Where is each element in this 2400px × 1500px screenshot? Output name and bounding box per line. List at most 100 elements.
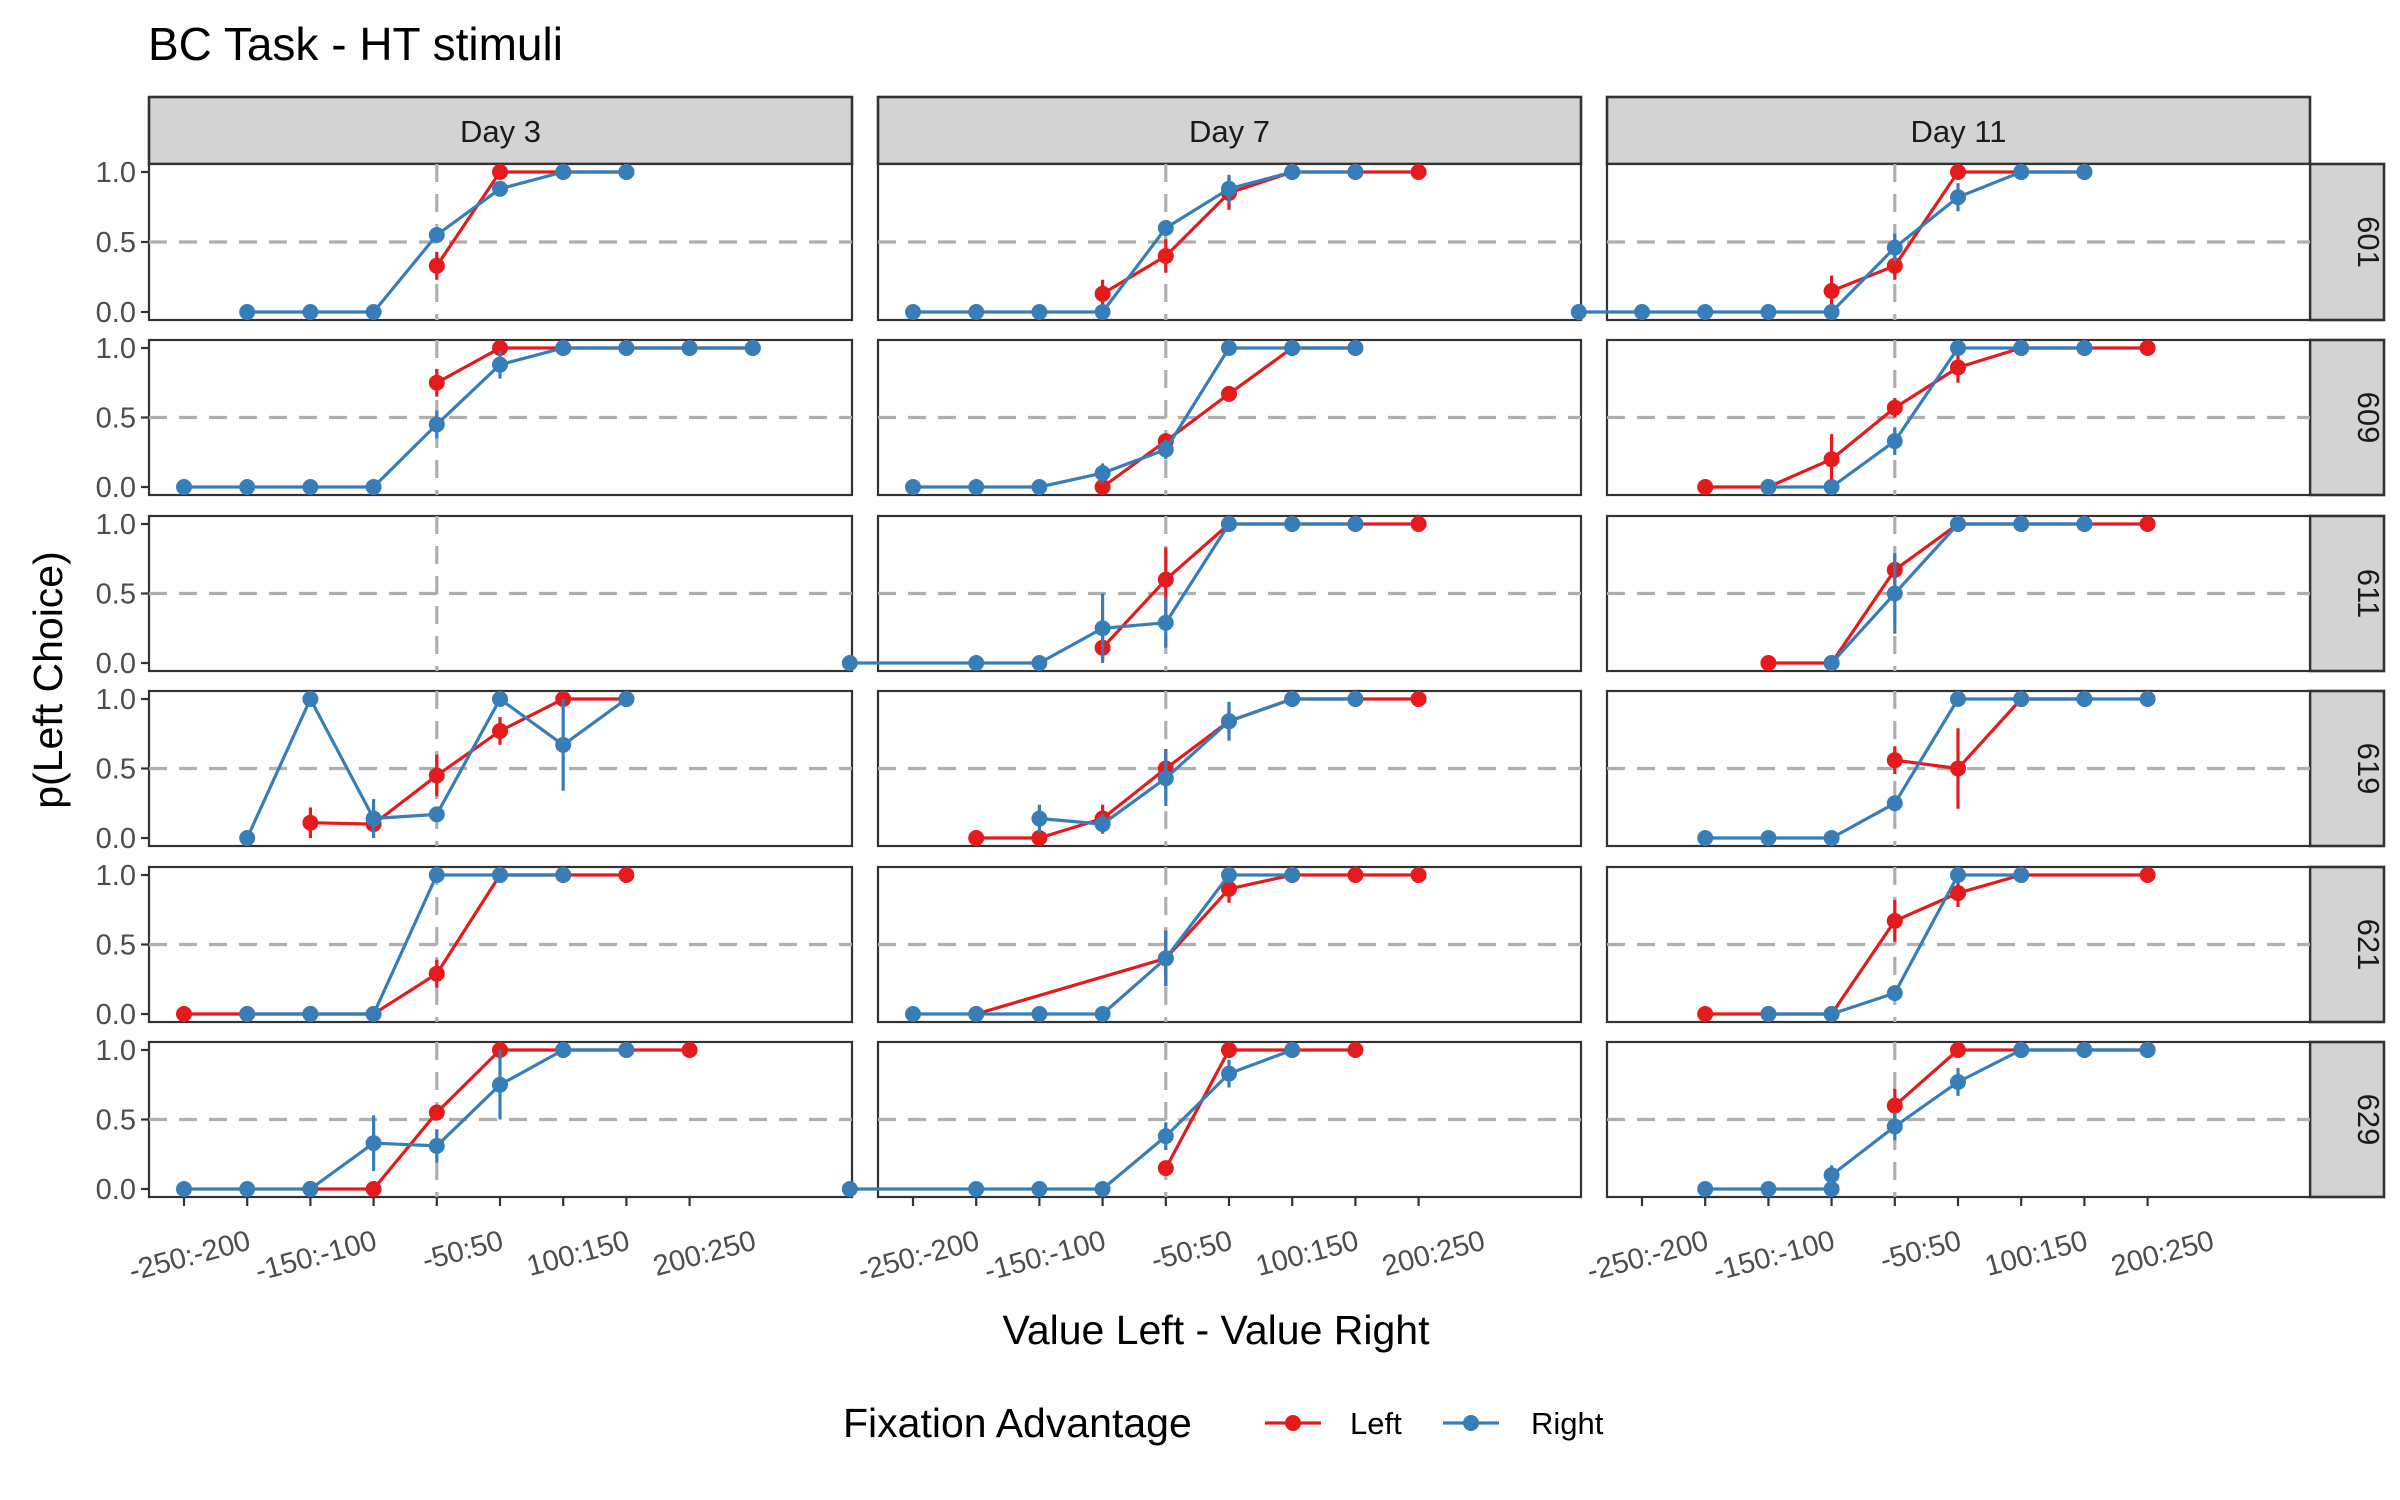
data-point	[492, 164, 508, 180]
data-point	[555, 1042, 572, 1058]
data-point	[1347, 516, 1364, 532]
series-line	[184, 346, 753, 489]
y-axis-601: 0.0 0.5 1.0	[96, 157, 149, 329]
row-strip-box	[2308, 162, 2386, 322]
data-point	[1697, 479, 1714, 495]
series-right	[176, 1042, 635, 1197]
data-point	[365, 304, 382, 320]
data-point	[1886, 1097, 1903, 1114]
data-point	[1697, 1181, 1714, 1197]
panel-data-601-day-3	[239, 164, 635, 320]
data-point	[2076, 516, 2093, 532]
y-tick-label: 0.0	[96, 1174, 136, 1206]
data-point	[1950, 1073, 1966, 1090]
x-tick-label: 200:250	[650, 1225, 760, 1283]
data-point	[428, 806, 445, 823]
data-point	[2013, 1042, 2030, 1058]
data-point	[1760, 304, 1777, 320]
data-point	[1950, 189, 1966, 206]
row-strip-label: 621	[2351, 919, 2386, 971]
facet-strip-label: Day 3	[460, 114, 541, 149]
series-line	[247, 873, 564, 1016]
panel-data-619-day-7	[968, 691, 1427, 846]
row-strip-label: 609	[2351, 392, 2386, 444]
series-line	[913, 170, 1356, 314]
panel-data-601-day-7	[905, 164, 1427, 320]
data-point	[618, 867, 635, 883]
data-point	[1760, 830, 1777, 846]
data-point	[1823, 1167, 1840, 1184]
data-point	[1823, 830, 1840, 846]
data-point	[1347, 1042, 1364, 1058]
panel-629-day-11	[1605, 1040, 2312, 1199]
series-right	[841, 516, 1364, 671]
x-tick-label: 100:150	[1981, 1225, 2091, 1283]
data-point	[428, 374, 445, 391]
series-right	[841, 1042, 1301, 1197]
series-line	[184, 1048, 627, 1191]
series-right	[905, 867, 1301, 1022]
panel-data-621-day-3	[176, 867, 635, 1022]
y-tick-label: 0.5	[96, 227, 136, 259]
data-point	[2139, 867, 2156, 883]
panel-data-629-day-11	[1697, 1042, 2156, 1197]
data-point	[492, 722, 508, 739]
data-point	[302, 304, 319, 320]
row-strip-619: 619	[2308, 689, 2386, 848]
data-point	[618, 1042, 635, 1058]
data-point	[1031, 830, 1048, 846]
data-point	[1031, 1006, 1048, 1022]
data-point	[1697, 304, 1714, 320]
data-point	[905, 479, 921, 495]
series-right	[1760, 867, 2030, 1022]
series-right	[1697, 691, 2156, 846]
series-line	[975, 873, 1419, 1016]
facet-strip-day-7: Day 7	[876, 95, 1583, 166]
panel-611-day-11	[1605, 514, 2312, 673]
data-point	[492, 340, 508, 356]
data-point	[1886, 433, 1903, 450]
x-axis-day-7: -250:-200-150:-100 -50:50 100:150 200:250	[855, 1197, 1488, 1288]
data-point	[2013, 164, 2030, 180]
data-point	[1410, 867, 1427, 883]
data-point	[428, 227, 445, 243]
y-tick-label: 0.5	[96, 930, 136, 962]
panel-data-629-day-7	[841, 1042, 1364, 1197]
data-point	[1823, 1181, 1840, 1197]
data-point	[555, 164, 572, 180]
y-axis-609: 0.0 0.5 1.0	[96, 333, 149, 504]
data-point	[1221, 516, 1237, 532]
data-point	[681, 1042, 698, 1058]
y-axis-629: 0.0 0.5 1.0	[96, 1035, 149, 1206]
data-point	[1284, 516, 1301, 532]
data-point	[1157, 1160, 1174, 1177]
data-point	[1157, 614, 1174, 631]
facet-strip-box	[1605, 95, 2312, 166]
series-right	[905, 340, 1364, 495]
data-point	[968, 479, 985, 495]
x-tick-label: 100:150	[523, 1225, 633, 1283]
panel-621-day-3	[147, 865, 854, 1024]
data-point	[1950, 340, 1966, 356]
panel-609-day-7	[876, 338, 1583, 497]
x-axis-day-11: -250:-200-150:-100 -50:50 100:150 200:250	[1584, 1197, 2217, 1288]
data-point	[841, 1181, 858, 1197]
data-point	[1886, 985, 1903, 1002]
data-point	[302, 814, 319, 831]
data-point	[1031, 1181, 1048, 1197]
data-point	[1031, 479, 1048, 495]
y-tick-label: 0.5	[96, 403, 136, 435]
y-axis-title: p(Left Choice)	[25, 551, 71, 809]
panel-data-611-day-7	[841, 516, 1427, 671]
data-point	[1410, 516, 1427, 532]
data-point	[1347, 691, 1364, 707]
data-point	[492, 356, 508, 373]
data-point	[1221, 385, 1237, 402]
data-point	[1950, 516, 1966, 532]
data-point	[428, 767, 445, 784]
data-point	[1886, 752, 1903, 769]
data-point	[1886, 399, 1903, 416]
x-tick-label: 100:150	[1252, 1225, 1362, 1283]
x-tick-label: -50:50	[1877, 1225, 1965, 1277]
series-right	[1031, 691, 1364, 834]
